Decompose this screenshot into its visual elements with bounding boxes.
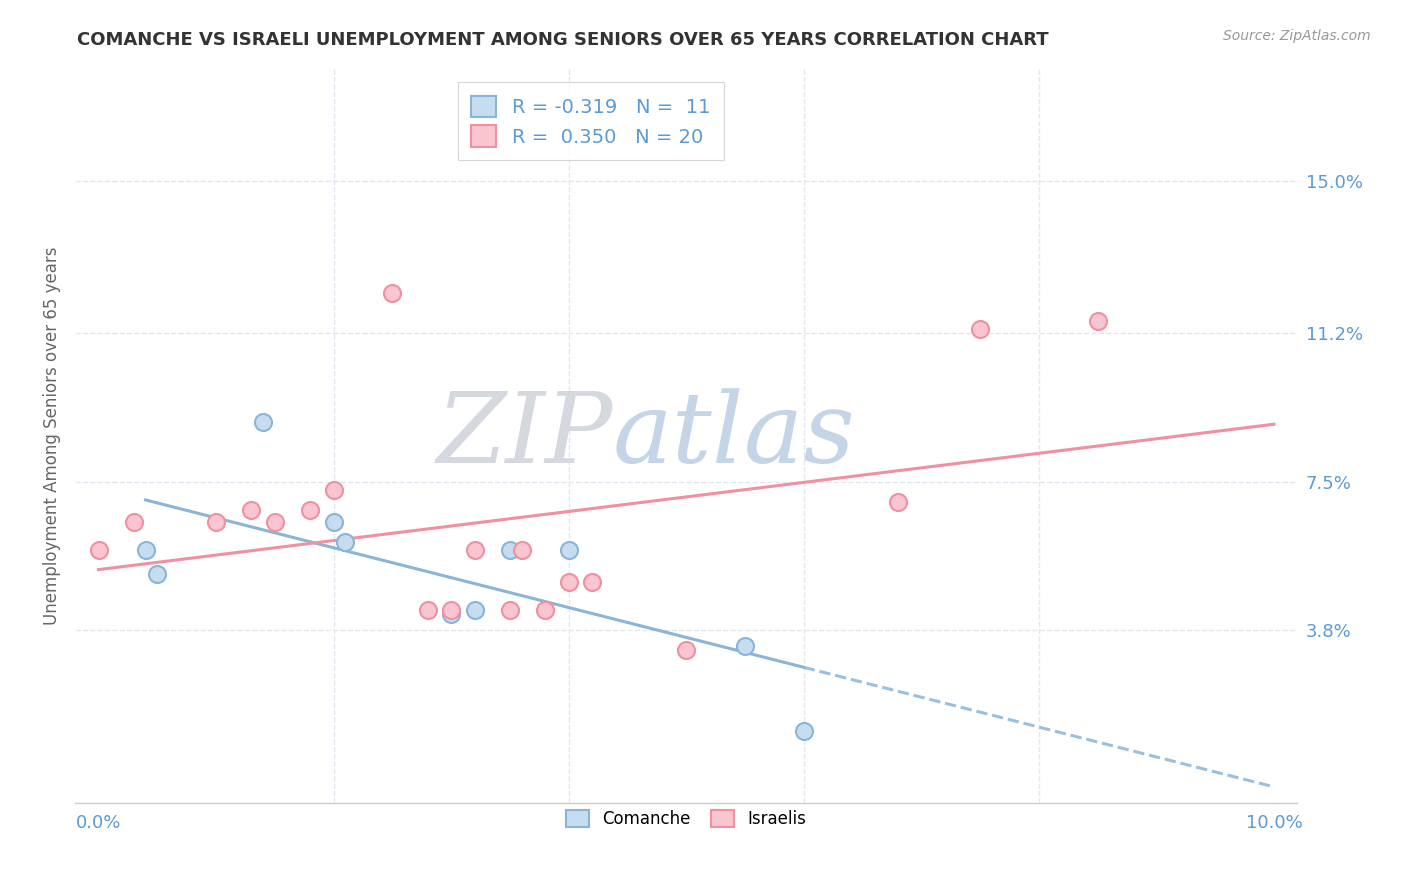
Point <box>969 322 991 336</box>
Point <box>205 515 228 529</box>
Point <box>440 603 463 617</box>
Point <box>146 567 169 582</box>
Point <box>87 543 110 558</box>
Text: ZIP: ZIP <box>437 388 613 483</box>
Point <box>1087 314 1109 328</box>
Point <box>416 603 439 617</box>
Point <box>510 543 533 558</box>
Point <box>299 503 322 517</box>
Point <box>252 415 274 429</box>
Point <box>381 286 404 301</box>
Point <box>263 515 285 529</box>
Point <box>335 535 357 549</box>
Point <box>793 723 815 738</box>
Point <box>464 543 486 558</box>
Point <box>122 515 145 529</box>
Point <box>499 543 522 558</box>
Point <box>440 607 463 622</box>
Text: atlas: atlas <box>613 388 856 483</box>
Text: COMANCHE VS ISRAELI UNEMPLOYMENT AMONG SENIORS OVER 65 YEARS CORRELATION CHART: COMANCHE VS ISRAELI UNEMPLOYMENT AMONG S… <box>77 31 1049 49</box>
Point <box>581 575 603 590</box>
Point <box>887 495 910 509</box>
Point <box>322 483 344 497</box>
Point <box>240 503 263 517</box>
Legend: Comanche, Israelis: Comanche, Israelis <box>560 804 813 835</box>
Point <box>464 603 486 617</box>
Text: Source: ZipAtlas.com: Source: ZipAtlas.com <box>1223 29 1371 43</box>
Point <box>557 575 579 590</box>
Point <box>534 603 557 617</box>
Point <box>322 515 344 529</box>
Point <box>675 643 697 657</box>
Point <box>499 603 522 617</box>
Point <box>557 543 579 558</box>
Y-axis label: Unemployment Among Seniors over 65 years: Unemployment Among Seniors over 65 years <box>44 246 60 625</box>
Point <box>734 640 756 654</box>
Point <box>135 543 157 558</box>
